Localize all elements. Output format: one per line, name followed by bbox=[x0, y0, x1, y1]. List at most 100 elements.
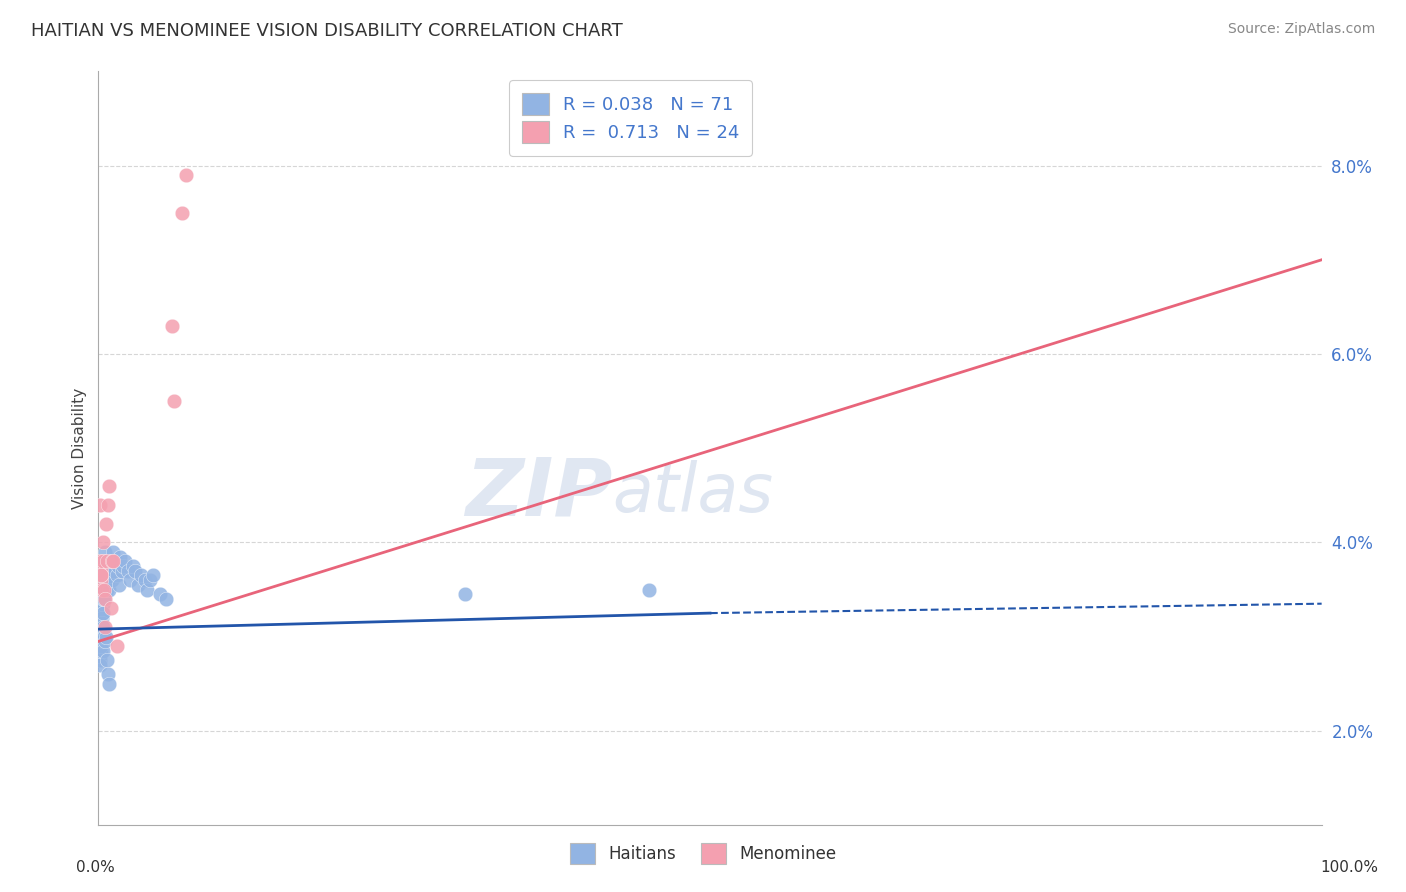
Point bbox=[97, 498, 120, 512]
Point bbox=[91, 644, 114, 658]
Point bbox=[93, 582, 115, 597]
Point bbox=[160, 318, 183, 333]
Point bbox=[89, 648, 111, 663]
Point bbox=[89, 554, 111, 568]
Point bbox=[637, 582, 661, 597]
Point bbox=[97, 564, 120, 578]
Point bbox=[100, 601, 122, 615]
Point bbox=[101, 554, 124, 568]
Point bbox=[93, 630, 115, 644]
Point bbox=[90, 644, 112, 658]
Point bbox=[93, 592, 115, 607]
Point bbox=[93, 545, 115, 559]
Point bbox=[90, 611, 112, 625]
Point bbox=[134, 573, 156, 587]
Point bbox=[89, 644, 111, 658]
Point bbox=[94, 554, 117, 568]
Point bbox=[91, 587, 114, 601]
Point bbox=[94, 573, 117, 587]
Point bbox=[107, 559, 129, 574]
Text: HAITIAN VS MENOMINEE VISION DISABILITY CORRELATION CHART: HAITIAN VS MENOMINEE VISION DISABILITY C… bbox=[31, 22, 623, 40]
Point bbox=[93, 564, 115, 578]
Point bbox=[111, 559, 134, 574]
Point bbox=[90, 568, 112, 582]
Legend: Haitians, Menominee: Haitians, Menominee bbox=[562, 837, 844, 871]
Point bbox=[93, 634, 115, 648]
Point bbox=[89, 611, 111, 625]
Point bbox=[454, 587, 477, 601]
Point bbox=[114, 554, 136, 568]
Point bbox=[96, 582, 118, 597]
Y-axis label: Vision Disability: Vision Disability bbox=[72, 388, 87, 508]
Point bbox=[90, 624, 112, 639]
Point bbox=[91, 554, 114, 568]
Point bbox=[90, 639, 112, 653]
Point bbox=[105, 568, 128, 582]
Point bbox=[101, 554, 124, 568]
Point bbox=[97, 573, 120, 587]
Point bbox=[101, 545, 124, 559]
Point bbox=[91, 554, 114, 568]
Point bbox=[91, 592, 114, 607]
Legend: R = 0.038   N = 71, R =  0.713   N = 24: R = 0.038 N = 71, R = 0.713 N = 24 bbox=[509, 80, 752, 156]
Point bbox=[98, 677, 121, 691]
Point bbox=[90, 568, 112, 582]
Point bbox=[91, 630, 114, 644]
Point bbox=[90, 573, 112, 587]
Point bbox=[98, 479, 121, 493]
Point bbox=[90, 639, 112, 653]
Point bbox=[91, 606, 114, 620]
Text: 0.0%: 0.0% bbox=[76, 860, 115, 874]
Point bbox=[96, 564, 118, 578]
Point bbox=[129, 568, 152, 582]
Point bbox=[176, 168, 198, 182]
Point bbox=[91, 615, 114, 630]
Point bbox=[103, 564, 125, 578]
Point bbox=[142, 568, 165, 582]
Point bbox=[93, 592, 115, 607]
Point bbox=[91, 597, 114, 611]
Point bbox=[105, 639, 128, 653]
Point bbox=[90, 601, 112, 615]
Point bbox=[136, 582, 159, 597]
Point bbox=[100, 554, 122, 568]
Point bbox=[89, 653, 111, 667]
Point bbox=[94, 620, 117, 634]
Point bbox=[98, 582, 121, 597]
Point bbox=[120, 573, 142, 587]
Point bbox=[94, 516, 117, 531]
Point bbox=[90, 634, 112, 648]
Point bbox=[104, 554, 127, 568]
Point bbox=[97, 667, 120, 681]
Point bbox=[117, 564, 139, 578]
Point bbox=[124, 564, 146, 578]
Point bbox=[121, 559, 143, 574]
Point bbox=[101, 573, 124, 587]
Point bbox=[91, 582, 114, 597]
Text: ZIP: ZIP bbox=[465, 454, 612, 533]
Text: atlas: atlas bbox=[612, 460, 773, 526]
Point bbox=[90, 564, 112, 578]
Point bbox=[96, 554, 118, 568]
Text: 100.0%: 100.0% bbox=[1320, 860, 1379, 874]
Point bbox=[149, 587, 172, 601]
Point bbox=[89, 657, 111, 672]
Point bbox=[93, 573, 115, 587]
Point bbox=[139, 573, 162, 587]
Point bbox=[127, 578, 149, 592]
Point bbox=[91, 535, 114, 549]
Point bbox=[89, 498, 111, 512]
Point bbox=[94, 630, 117, 644]
Point bbox=[111, 564, 134, 578]
Point bbox=[89, 630, 111, 644]
Point bbox=[108, 578, 131, 592]
Point bbox=[170, 205, 193, 219]
Point bbox=[91, 620, 114, 634]
Point bbox=[155, 592, 177, 607]
Point bbox=[163, 394, 186, 409]
Point bbox=[90, 615, 112, 630]
Point bbox=[89, 620, 111, 634]
Point bbox=[91, 634, 114, 648]
Text: Source: ZipAtlas.com: Source: ZipAtlas.com bbox=[1227, 22, 1375, 37]
Point bbox=[110, 549, 132, 564]
